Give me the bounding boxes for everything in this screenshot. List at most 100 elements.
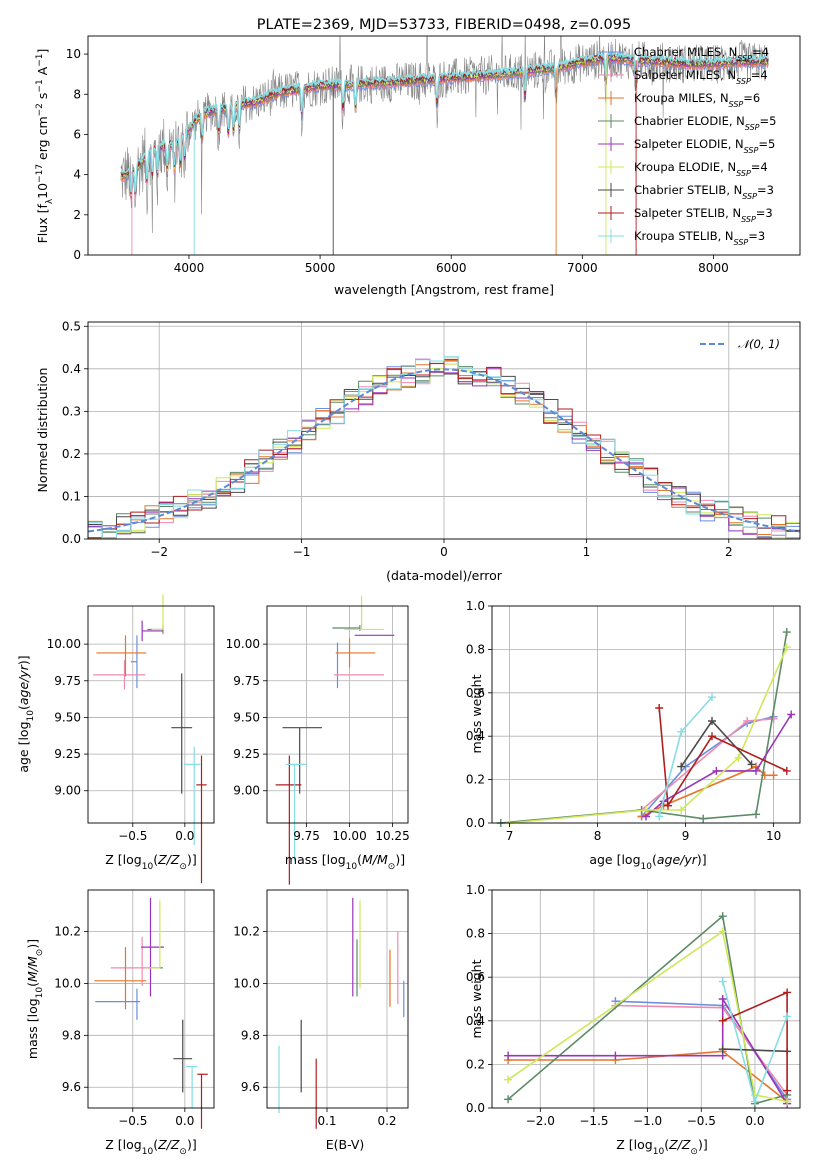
- spectrum-xtick-label: 7000: [567, 261, 598, 275]
- spectrum-xtick-label: 4000: [174, 261, 205, 275]
- spectrum-xtick-label: 8000: [698, 261, 729, 275]
- mass-vs-z-errorbar-point: [94, 947, 147, 1010]
- age-vs-mass-ytick-label: 9.00: [233, 784, 260, 798]
- age-vs-mass-xtick-label: 9.75: [293, 829, 320, 843]
- weight-vs-z-plus-marker: [783, 1097, 792, 1106]
- histogram-legend: 𝒩(0, 1): [700, 337, 780, 351]
- spectrum-ylabel: Flux [fλ10−17 erg cm−2 s−1 A−1]: [35, 49, 55, 244]
- model-spectrum-line: [120, 50, 769, 193]
- age-vs-z-xtick-label: 0.0: [175, 829, 194, 843]
- legend-entry: Salpeter ELODIE, NSSP=5: [598, 137, 775, 155]
- weight-vs-z-ytick-label: 0.2: [466, 1057, 485, 1071]
- weight-vs-z-ytick-label: 1.0: [466, 883, 485, 897]
- weight-vs-age-plus-marker: [747, 760, 756, 769]
- weight-vs-z-series-line: [722, 1048, 788, 1053]
- weight-vs-age-ytick-label: 0.6: [466, 686, 485, 700]
- weight-vs-z-plus-marker: [783, 1012, 792, 1021]
- age-vs-z-frame: [87, 605, 215, 824]
- legend-label: Salpeter MILES, NSSP=4: [634, 68, 768, 86]
- weight-vs-age-plus-marker: [782, 766, 791, 775]
- weight-vs-age-plus-marker: [782, 643, 791, 652]
- age-vs-z-errorbar-point: [196, 755, 207, 884]
- weight-vs-z-plus-marker: [504, 1075, 513, 1084]
- weight-vs-age-plus-marker: [769, 714, 778, 723]
- age-vs-mass-frame: [266, 605, 409, 824]
- weight-vs-age-plus-marker: [769, 771, 778, 780]
- residual-histogram-step: [88, 358, 800, 539]
- weight-vs-z-xtick-label: −0.5: [687, 1114, 716, 1128]
- legend-entry: Kroupa STELIB, NSSP=3: [598, 229, 765, 247]
- weight-vs-age-plus-marker: [734, 753, 743, 762]
- weight-vs-age-xtick-label: 7: [506, 829, 514, 843]
- histogram-clipped-marks: [88, 356, 800, 539]
- mass-vs-z-errorbar-point: [173, 1019, 193, 1093]
- mass-vs-ebv-ytick-label: 10.2: [233, 925, 260, 939]
- weight-vs-age-ylabel: mass weight: [469, 674, 484, 753]
- axis-label: Z [log10(Z/Z⊙)]: [105, 852, 196, 872]
- legend-entry: Kroupa ELODIE, NSSP=4: [598, 160, 768, 178]
- weight-vs-z-plus-marker: [718, 1045, 727, 1054]
- age-vs-mass-errorbar-point: [344, 595, 384, 631]
- spectrum-xtick-label: 6000: [436, 261, 467, 275]
- weight-vs-age-plus-marker: [708, 732, 716, 741]
- age-vs-mass-xtick-label: 10.00: [332, 829, 366, 843]
- legend-entry: Salpeter MILES, NSSP=4: [598, 68, 768, 86]
- axis-label: mass [log10(M/M⊙)]: [25, 939, 45, 1059]
- age-vs-z-errorbar-point: [96, 635, 147, 677]
- weight-vs-age-plus-marker: [655, 703, 664, 712]
- spectrum-ticks: 4000 5000 6000 7000 8000 0 2 4 6 8 10: [66, 47, 729, 275]
- age-vs-z-ytick-label: 9.00: [54, 784, 81, 798]
- age-vs-z-errorbar-point: [93, 660, 146, 690]
- histogram-ylabel: Normed distribution: [35, 368, 50, 493]
- spectrum-ytick-label: 8: [73, 87, 81, 101]
- weight-vs-age-ytick-label: 1.0: [466, 599, 485, 613]
- spectrum-legend: Chabrier MILES, NSSP=4 Salpeter MILES, NS…: [598, 45, 776, 247]
- age-vs-z-ytick-label: 9.25: [54, 747, 81, 761]
- mass-vs-ebv-ytick-label: 10.0: [233, 976, 260, 990]
- weight-vs-age-plus-marker: [752, 810, 760, 819]
- age-vs-z-errorbar-point: [130, 635, 138, 689]
- age-vs-mass-ytick-label: 10.00: [226, 637, 260, 651]
- legend-label: Kroupa ELODIE, NSSP=4: [634, 160, 768, 178]
- weight-vs-age-plus-marker: [677, 727, 686, 736]
- mass-vs-ebv-ytick-label: 9.8: [241, 1028, 260, 1042]
- age-vs-z-ytick-label: 9.50: [54, 710, 81, 724]
- axis-label: Z [log10(Z/Z⊙)]: [616, 1137, 707, 1157]
- normal-curve: [88, 368, 800, 533]
- mass-vs-z-errorbar-point: [110, 936, 153, 987]
- weight-vs-z-plus-marker: [611, 1051, 620, 1060]
- mass-vs-z-errorbar-point: [95, 988, 141, 1020]
- histogram-xtick-label: 2: [725, 545, 733, 559]
- age-vs-mass-ytick-label: 9.25: [233, 747, 260, 761]
- spectrum-ytick-label: 10: [66, 47, 81, 61]
- weight-vs-z-xtick-label: −1.5: [579, 1114, 608, 1128]
- histogram-ytick-label: 0.4: [62, 362, 81, 376]
- weight-vs-age-plus-marker: [677, 805, 686, 814]
- spectrum-ytick-label: 2: [73, 208, 81, 222]
- mass-vs-z-ytick-label: 10.0: [54, 976, 81, 990]
- weight-vs-age-xtick-label: 8: [594, 829, 602, 843]
- age-vs-z-ytick-label: 9.75: [54, 674, 81, 688]
- mass-vs-ebv-ytick-label: 9.6: [241, 1080, 260, 1094]
- spectrum-ytick-label: 0: [73, 248, 81, 262]
- weight-vs-z-plus-marker: [718, 977, 727, 986]
- legend-label: Chabrier MILES, NSSP=4: [634, 45, 769, 63]
- histogram-ticks: −2 −1 0 1 2 0.0 0.1 0.2 0.3 0.4 0.5: [62, 319, 733, 559]
- weight-vs-age-plus-marker: [743, 717, 752, 726]
- model-spectrum-line: [120, 55, 769, 199]
- weight-vs-z-xtick-label: −1.0: [633, 1114, 662, 1128]
- weight-vs-age-ytick-label: 0.8: [466, 642, 485, 656]
- histogram-marks: [88, 322, 800, 540]
- weight-vs-z-plus-marker: [783, 1086, 792, 1095]
- spectrum-panel: 4000 5000 6000 7000 8000 0 2 4 6 8 10 wavelength […: [35, 35, 801, 297]
- spectrum-clipped-marks: [120, 36, 769, 255]
- age-vs-mass-errorbar-point: [282, 727, 323, 794]
- age-vs-mass-ytick-label: 9.50: [233, 710, 260, 724]
- spectrum-xlabel: wavelength [Angstrom, rest frame]: [334, 282, 554, 297]
- legend-entry: Chabrier MILES, NSSP=4: [598, 45, 769, 63]
- mass-vs-ebv-xlabel: E(B-V): [326, 1137, 365, 1152]
- spectrum-marks: [120, 36, 769, 255]
- age-vs-z-errorbar-point: [151, 594, 164, 631]
- weight-vs-age-ytick-label: 0.4: [466, 729, 485, 743]
- histogram-xtick-label: −2: [150, 545, 168, 559]
